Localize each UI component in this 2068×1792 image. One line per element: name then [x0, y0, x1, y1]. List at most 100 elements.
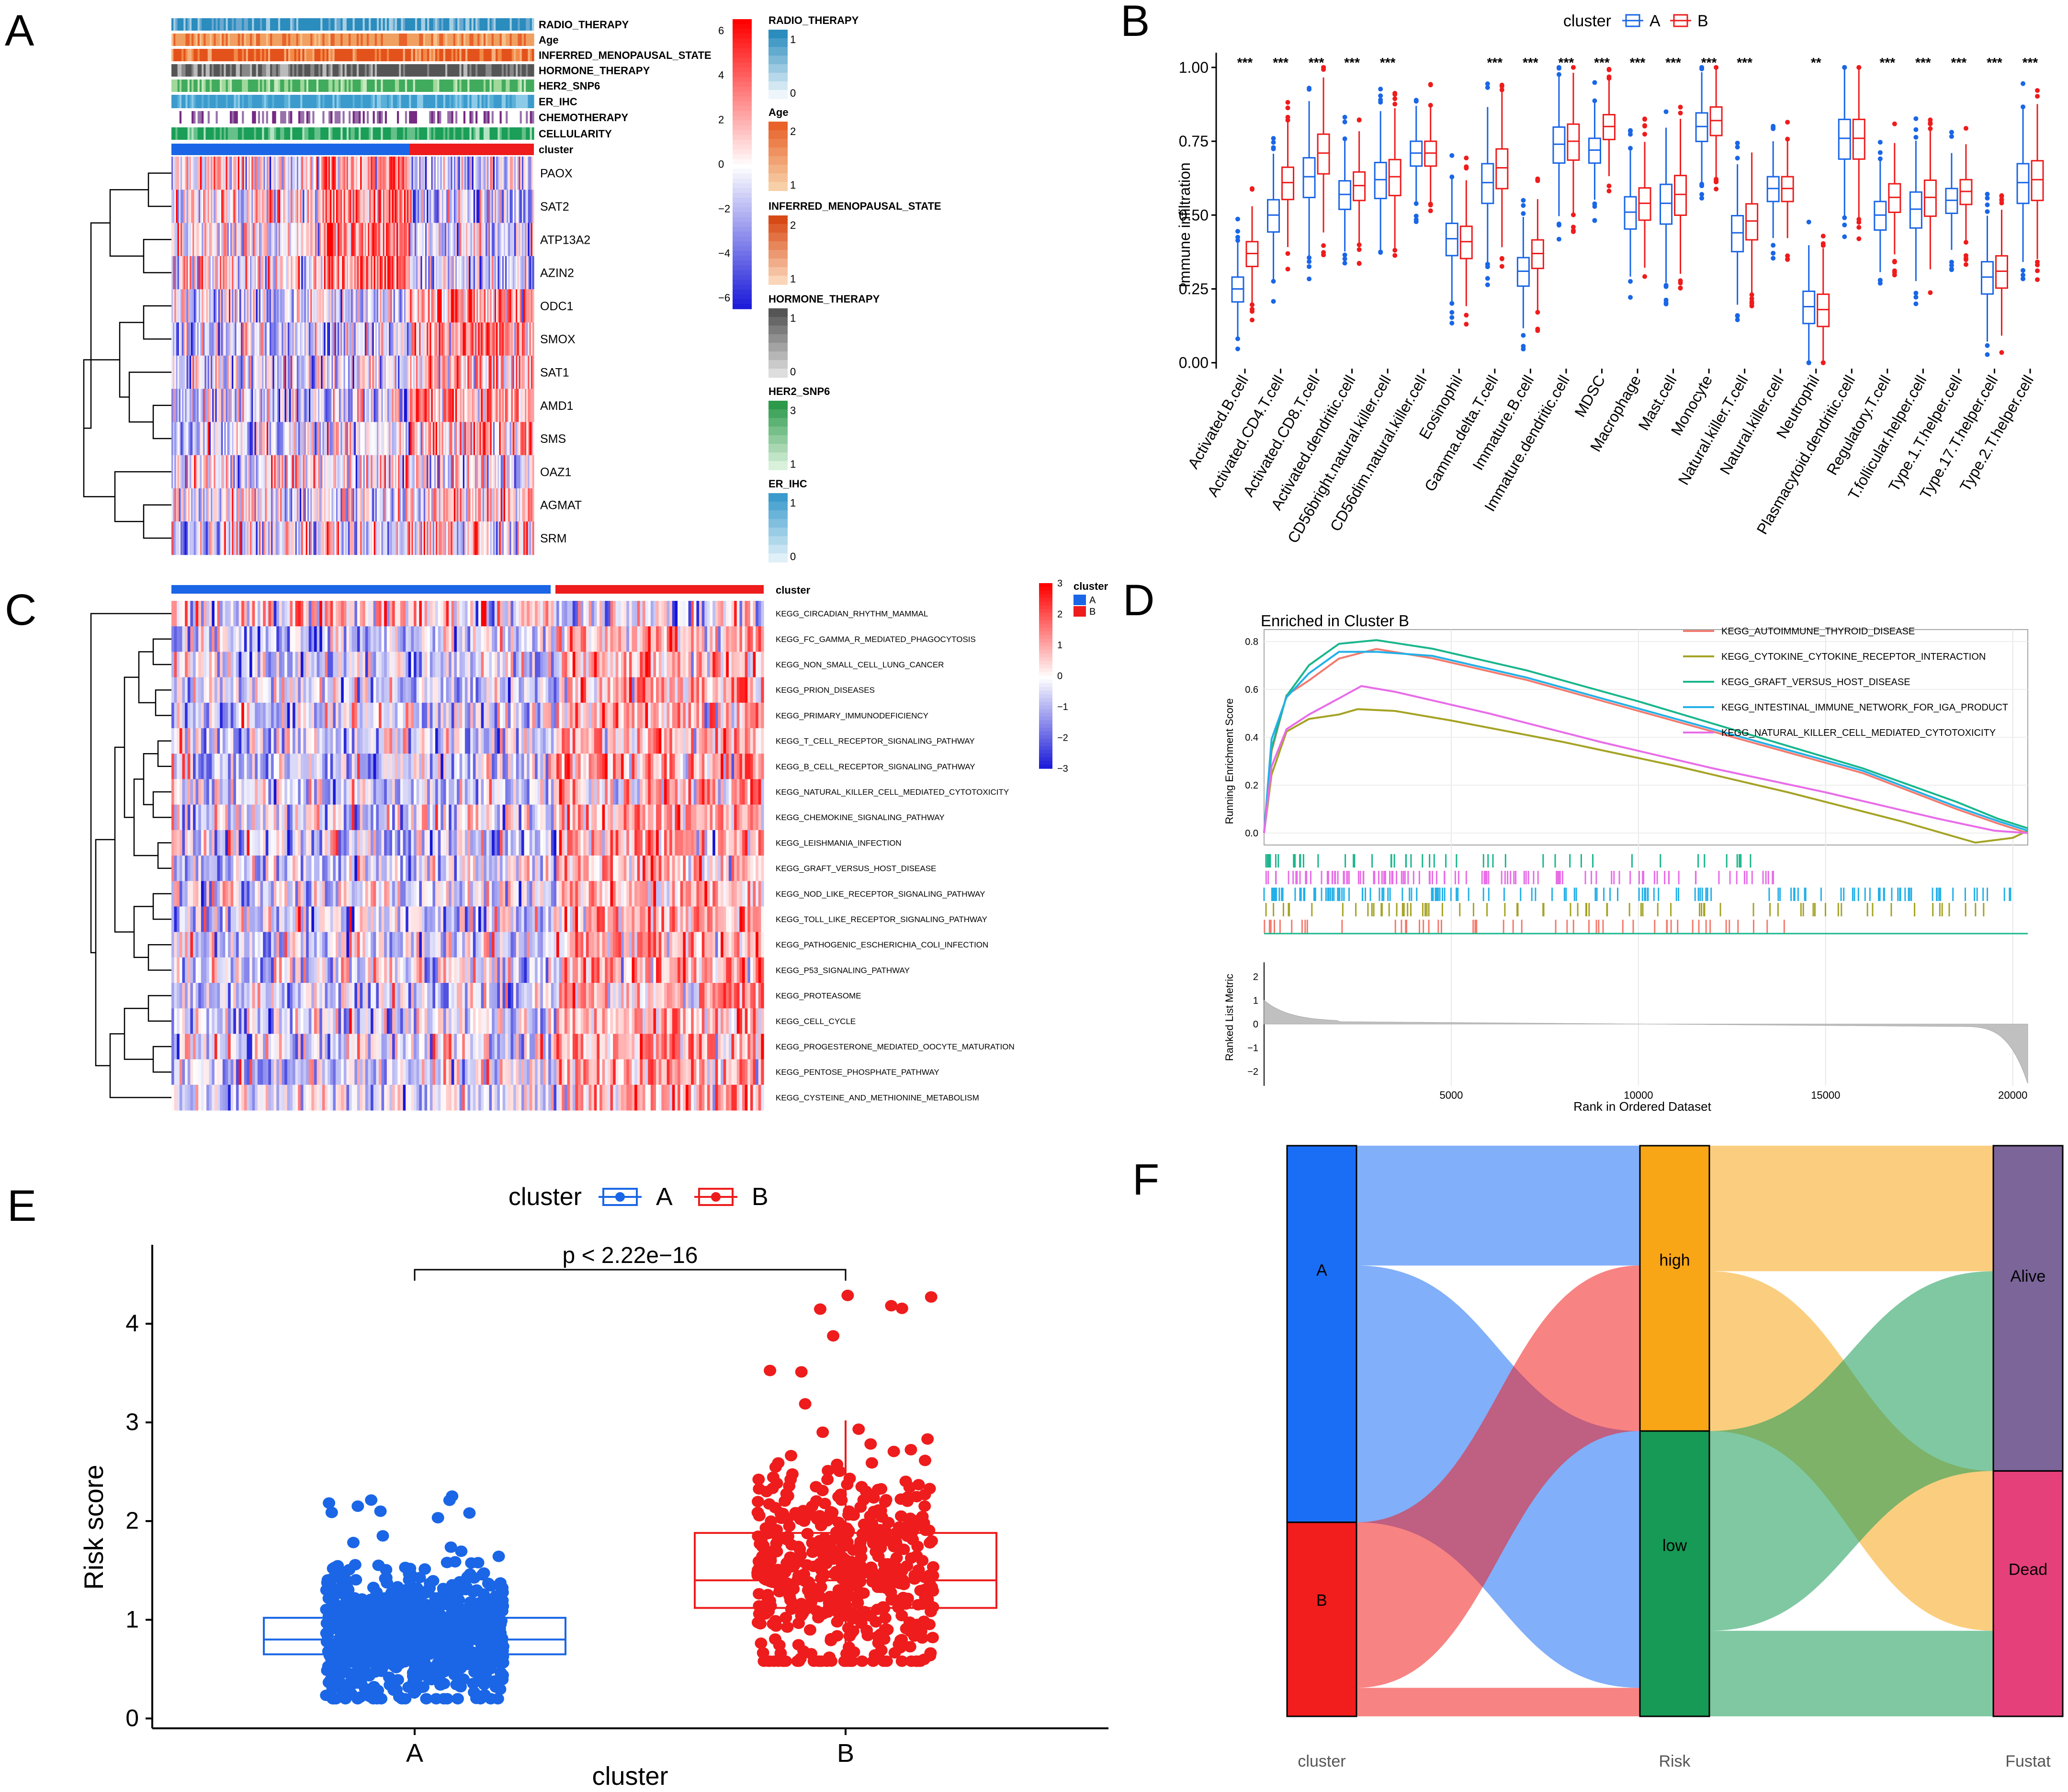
annotation-cell — [268, 79, 271, 92]
annotation-cell — [286, 111, 289, 124]
annotation-cell — [347, 127, 349, 140]
box-outlier — [1678, 286, 1683, 291]
annotation-cell — [350, 64, 353, 77]
significance-mark: *** — [1915, 55, 1931, 70]
annotation-cell — [226, 111, 228, 124]
annotation-cell — [200, 34, 202, 46]
annotation-cell — [308, 111, 311, 124]
annotation-cell — [205, 18, 208, 31]
annotation-cell — [475, 95, 478, 108]
annotation-cell — [178, 111, 180, 124]
annotation-cell — [302, 127, 305, 140]
annotation-cell — [482, 111, 484, 124]
annotation-cell — [202, 49, 204, 61]
annotation-cell — [236, 49, 238, 61]
annotation-cell — [230, 64, 232, 77]
annotation-cell — [337, 34, 339, 46]
legend-swatch — [768, 369, 788, 378]
annotation-cell — [193, 18, 196, 31]
annotation-cell — [389, 64, 391, 77]
annotation-cell — [506, 18, 508, 31]
annotation-cell — [487, 34, 490, 46]
box-outlier — [1535, 177, 1540, 181]
annotation-cell — [262, 49, 264, 61]
box-outlier — [1343, 115, 1347, 120]
annotation-cell — [316, 64, 319, 77]
annotation-cell — [181, 127, 184, 140]
box-outlier — [1464, 156, 1469, 160]
annotation-cell — [522, 95, 524, 108]
annotation-cell — [272, 127, 274, 140]
annotation-cell — [447, 127, 450, 140]
color-scale-step — [733, 256, 752, 261]
panel-letter-a: A — [5, 6, 34, 55]
annotation-cell — [437, 79, 440, 92]
legend-title: HORMONE_THERAPY — [768, 293, 880, 305]
legend-label: 1 — [790, 497, 796, 509]
box-outlier — [1307, 277, 1311, 282]
annotation-cell — [290, 111, 293, 124]
annotation-cell — [381, 64, 383, 77]
annotation-cell — [242, 64, 244, 77]
annotation-cell — [379, 49, 381, 61]
annotation-cell — [486, 95, 488, 108]
significance-mark: *** — [1630, 55, 1646, 70]
annotation-cell — [214, 79, 216, 92]
annotation-cell — [403, 18, 406, 31]
annotation-cell — [514, 34, 516, 46]
annotation-cell — [306, 95, 309, 108]
annotation-cell — [272, 34, 274, 46]
annotation-cell — [345, 34, 347, 46]
annotation-cell — [248, 49, 250, 61]
annotation-cell — [375, 18, 377, 31]
annotation-cell — [282, 127, 284, 140]
annotation-cell — [413, 127, 416, 140]
heatmap-cell — [532, 289, 534, 323]
annotation-cell — [528, 34, 530, 46]
annotation-cell — [375, 95, 377, 108]
annotation-cell — [441, 127, 444, 140]
box-outlier — [1664, 283, 1669, 288]
row-label-amd1: AMD1 — [540, 399, 573, 413]
box-body — [1924, 180, 1936, 216]
color-scale-step — [733, 29, 752, 34]
annotation-cell — [254, 64, 256, 77]
annotation-cell — [260, 64, 262, 77]
annotation-cell — [435, 49, 438, 61]
annotation-cell — [441, 111, 444, 124]
annotation-cell — [330, 34, 333, 46]
annotation-cell — [433, 95, 436, 108]
annotation-cell — [486, 79, 488, 92]
box-outlier — [1250, 303, 1254, 307]
annotation-cell — [208, 127, 210, 140]
annotation-cell — [419, 79, 421, 92]
annotation-cell — [429, 18, 431, 31]
annotation-cell — [512, 64, 514, 77]
annotation-cell — [484, 111, 486, 124]
annotation-cell — [322, 64, 325, 77]
box-outlier — [1307, 259, 1311, 264]
annotation-cell — [459, 79, 462, 92]
annotation-cell — [264, 64, 266, 77]
annotation-cell — [349, 34, 351, 46]
annotation-cell — [210, 49, 212, 61]
annotation-cell — [518, 49, 520, 61]
annotation-cell — [349, 127, 351, 140]
annotation-cell — [190, 34, 192, 46]
annotation-cell — [417, 127, 419, 140]
annotation-cell — [216, 79, 218, 92]
annotation-cell — [178, 64, 180, 77]
annotation-cell — [469, 64, 472, 77]
annotation-cell — [514, 127, 516, 140]
box-outlier — [1428, 82, 1433, 87]
annotation-cell — [359, 34, 361, 46]
box-outlier — [1428, 208, 1433, 213]
box-outlier — [1449, 315, 1454, 320]
annotation-cell — [290, 127, 293, 140]
annotation-cell — [530, 49, 532, 61]
annotation-cell — [190, 18, 192, 31]
legend-label: 2 — [790, 219, 796, 231]
annotation-cell — [462, 95, 464, 108]
annotation-cell — [496, 79, 498, 92]
annotation-cell — [524, 18, 526, 31]
